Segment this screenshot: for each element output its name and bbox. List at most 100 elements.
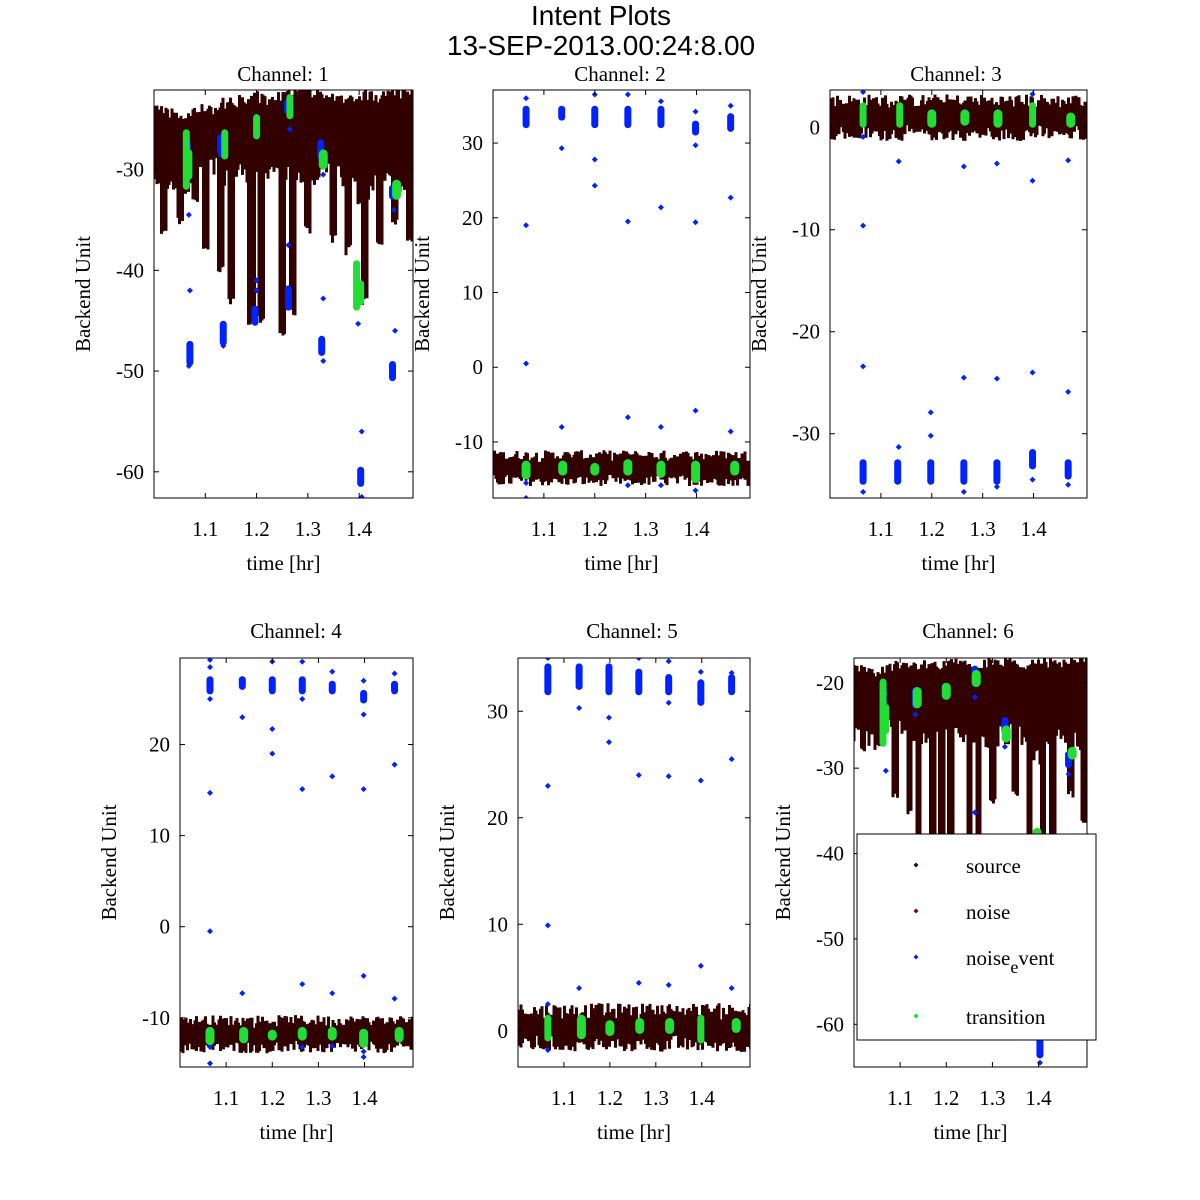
legend-label: noiseevent: [966, 946, 1055, 977]
plot-area: [180, 658, 413, 1067]
noise-event-point: [523, 95, 530, 102]
noise-event-cluster: [251, 305, 259, 326]
x-tick-label: 1.2: [259, 1086, 285, 1110]
x-tick-label: 1.4: [1025, 1086, 1052, 1110]
noise-event-point: [320, 171, 327, 178]
noise-event-point: [206, 658, 213, 663]
series-source: [154, 90, 413, 336]
noise-event-point: [882, 767, 889, 774]
noise-event-point: [360, 786, 367, 793]
noise-event-cluster: [960, 459, 968, 485]
noise-event-point: [329, 668, 336, 675]
noise-event-point: [993, 483, 1000, 490]
noise-event-point: [299, 981, 306, 988]
noise-event-point: [185, 363, 192, 370]
y-axis-label: Backend Unit: [97, 804, 121, 920]
noise-event-point: [624, 91, 631, 98]
noise-event-point: [728, 756, 735, 763]
transition-segment: [697, 1014, 705, 1044]
y-tick-label: -20: [792, 320, 820, 344]
x-axis-label: time [hr]: [597, 1120, 671, 1144]
noise-event-point: [544, 922, 551, 929]
transition-segment: [665, 1018, 675, 1034]
series-noise-event: [859, 90, 1072, 498]
x-tick-label: 1.2: [582, 517, 608, 541]
noise-event-point: [927, 432, 934, 439]
noise-event-point: [635, 979, 642, 986]
legend-marker-icon: [913, 908, 919, 914]
x-tick-label: 1.2: [243, 517, 269, 541]
source-band: [854, 658, 1087, 944]
noise-event-point: [971, 694, 978, 701]
noise-event-point: [960, 488, 967, 495]
noise-event-point: [860, 133, 867, 140]
x-tick-label: 1.3: [979, 1086, 1005, 1110]
noise-event-cluster: [624, 105, 632, 129]
y-tick-label: -10: [455, 430, 483, 454]
noise-event-point: [993, 160, 1000, 167]
noise-event-cluster: [219, 320, 227, 346]
x-tick-label: 1.4: [683, 517, 710, 541]
legend-marker-icon: [913, 1013, 919, 1019]
transition-segment: [267, 1029, 277, 1041]
y-tick-label: -60: [816, 1012, 844, 1036]
subplot-grid: 1.1 1.2 1.3 1.4 -30 -40 -50 -60 Channel: 1 time […: [71, 62, 1088, 1144]
noise-event-cluster: [558, 105, 566, 121]
legend-item-noise-event: noiseevent: [913, 946, 1055, 977]
transition-segment: [1001, 725, 1011, 743]
y-tick-label: 0: [810, 116, 821, 140]
noise-event-point: [1065, 157, 1072, 164]
noise-event-point: [329, 1043, 336, 1050]
noise-event-point: [605, 714, 612, 721]
subplot-channel-1: 1.1 1.2 1.3 1.4 -30 -40 -50 -60 Channel: 1 time […: [71, 62, 414, 575]
noise-event-cluster: [635, 668, 643, 696]
axes-frame: [517, 657, 751, 1068]
noise-event-cluster: [1029, 449, 1037, 470]
noise-event-point: [206, 1043, 213, 1050]
y-tick-label: -60: [116, 460, 144, 484]
x-tick-label: 1.3: [643, 1086, 669, 1110]
noise-event-point: [860, 363, 867, 370]
noise-event-point: [591, 156, 598, 163]
y-tick-label: -50: [816, 927, 844, 951]
noise-event-point: [544, 1046, 551, 1053]
transition-segment: [941, 682, 951, 700]
y-tick-label: -30: [792, 422, 820, 446]
noise-event-point: [523, 222, 530, 229]
subplot-channel-2: 1.1 1.2 1.3 1.4 30 20 10 0 -10 Channel: 2 time [hr…: [410, 62, 751, 575]
noise-event-point: [576, 705, 583, 712]
noise-event-point: [206, 789, 213, 796]
legend: source noise noiseevent transition: [856, 833, 1097, 1041]
subplot-channel-5: 1.1 1.2 1.3 1.4 30 20 10 0 Channel: 5 time [hr] Ba…: [435, 619, 751, 1144]
legend-marker-icon: [913, 954, 919, 960]
subplot-title: Channel: 1: [237, 62, 329, 86]
transition-segment: [576, 1014, 586, 1040]
x-axis-label: time [hr]: [933, 1120, 1007, 1144]
noise-event-point: [206, 664, 213, 671]
y-tick-label: 0: [498, 1019, 509, 1043]
noise-event-cluster: [298, 676, 306, 695]
y-tick-label: 0: [473, 355, 484, 379]
y-axis-label: Backend Unit: [71, 236, 95, 352]
noise-event-cluster: [728, 673, 736, 696]
transition-segment: [297, 1026, 307, 1041]
legend-label-text: transition: [966, 1005, 1046, 1029]
plot-area: [830, 90, 1087, 498]
noise-event-point: [697, 962, 704, 969]
noise-event-point: [358, 493, 365, 498]
noise-event-cluster: [894, 459, 902, 485]
transition-segment: [656, 460, 666, 478]
noise-event-cluster: [859, 459, 867, 485]
noise-event-point: [971, 809, 978, 816]
noise-event-cluster: [544, 663, 552, 696]
noise-event-point: [665, 699, 672, 706]
noise-event-point: [1065, 388, 1072, 395]
legend-item-source: source: [913, 854, 1021, 878]
transition-segment: [1066, 112, 1076, 128]
transition-segment: [971, 669, 981, 688]
legend-item-noise: noise: [913, 900, 1010, 924]
x-tick-label: 1.3: [295, 517, 321, 541]
x-tick-label: 1.1: [213, 1086, 239, 1110]
noise-event-point: [960, 163, 967, 170]
axes-frame: [492, 89, 751, 499]
